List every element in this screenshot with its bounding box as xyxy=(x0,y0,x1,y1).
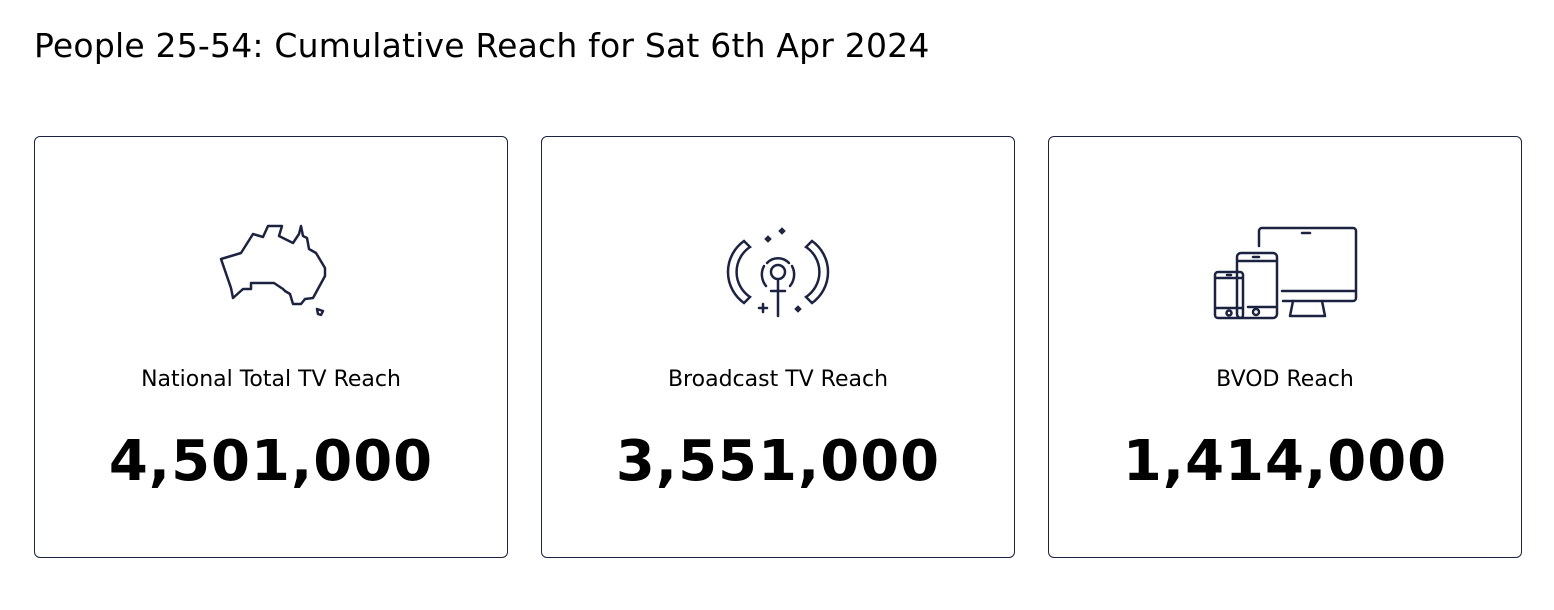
card-value: 3,551,000 xyxy=(615,429,941,494)
page-title: People 25-54: Cumulative Reach for Sat 6… xyxy=(34,26,930,65)
australia-map-icon xyxy=(219,224,327,317)
card-label: BVOD Reach xyxy=(1216,367,1354,392)
card-label: National Total TV Reach xyxy=(141,367,401,392)
card-national-total-tv-reach: National Total TV Reach 4,501,000 xyxy=(34,136,508,558)
devices-icon xyxy=(1213,226,1358,320)
broadcast-antenna-icon xyxy=(726,227,830,318)
card-bvod-reach: BVOD Reach 1,414,000 xyxy=(1048,136,1522,558)
card-broadcast-tv-reach: Broadcast TV Reach 3,551,000 xyxy=(541,136,1015,558)
card-label: Broadcast TV Reach xyxy=(667,367,889,392)
card-value: 1,414,000 xyxy=(1122,429,1448,494)
card-value: 4,501,000 xyxy=(108,429,434,494)
